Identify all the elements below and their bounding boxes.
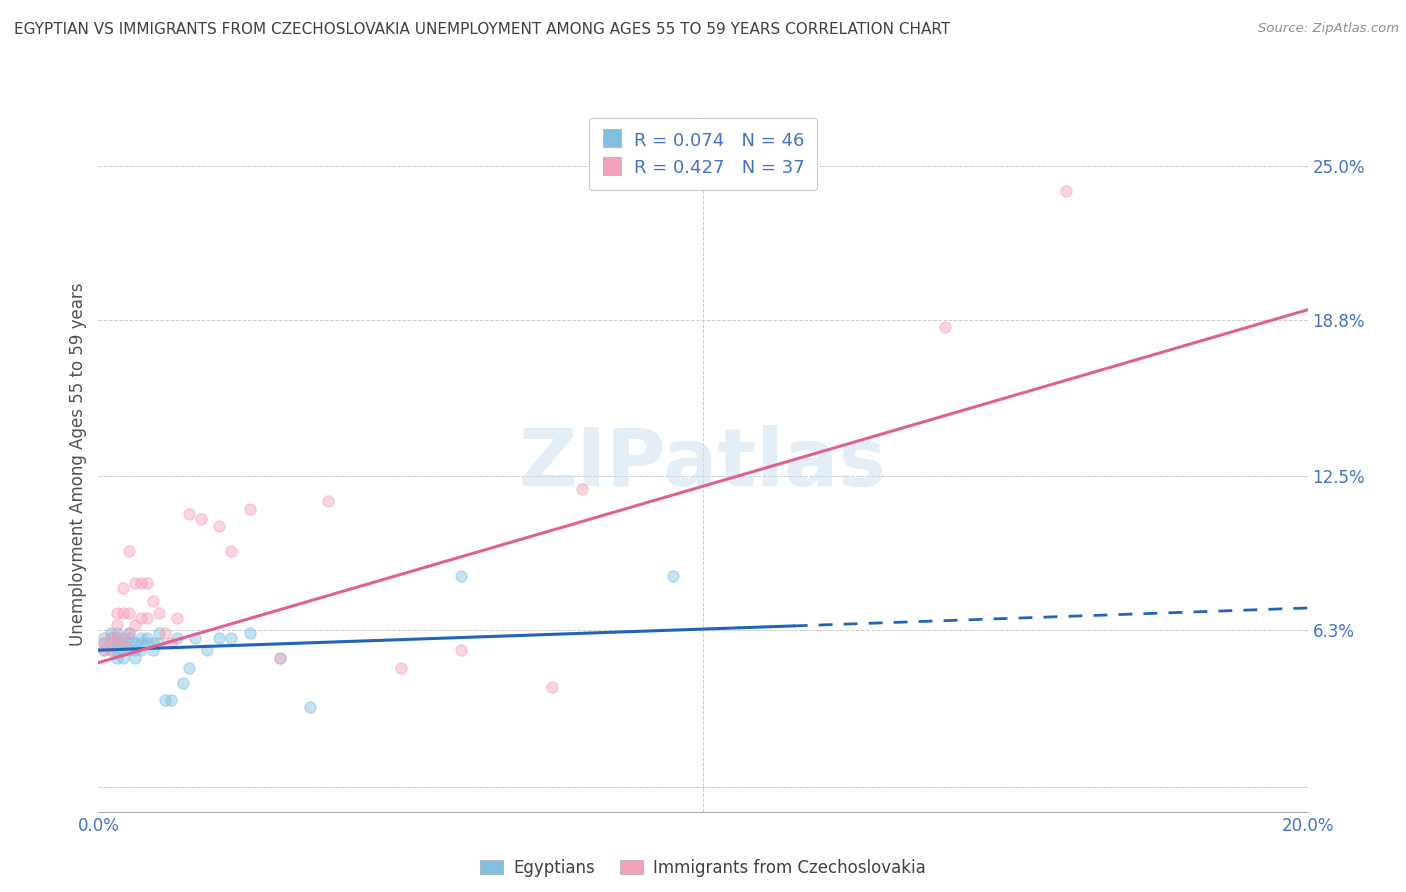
Point bbox=[129, 643, 152, 657]
Point bbox=[153, 625, 176, 640]
Point bbox=[316, 494, 339, 508]
Point bbox=[124, 618, 146, 632]
Point bbox=[1054, 184, 1077, 198]
Point bbox=[153, 693, 176, 707]
Point bbox=[662, 568, 685, 582]
Point bbox=[111, 636, 134, 650]
Point bbox=[105, 631, 128, 645]
Point bbox=[221, 543, 243, 558]
Point bbox=[100, 643, 122, 657]
Point bbox=[118, 625, 141, 640]
Point bbox=[111, 606, 134, 620]
Point bbox=[129, 576, 152, 591]
Y-axis label: Unemployment Among Ages 55 to 59 years: Unemployment Among Ages 55 to 59 years bbox=[69, 282, 87, 646]
Point bbox=[135, 611, 157, 625]
Point bbox=[129, 611, 152, 625]
Point bbox=[166, 611, 188, 625]
Point bbox=[571, 482, 593, 496]
Point bbox=[118, 543, 141, 558]
Text: ZIPatlas: ZIPatlas bbox=[519, 425, 887, 503]
Point bbox=[129, 636, 152, 650]
Point bbox=[93, 643, 115, 657]
Text: Source: ZipAtlas.com: Source: ZipAtlas.com bbox=[1258, 22, 1399, 36]
Point bbox=[160, 636, 183, 650]
Point bbox=[105, 650, 128, 665]
Point bbox=[450, 643, 472, 657]
Point bbox=[184, 631, 207, 645]
Point bbox=[100, 625, 122, 640]
Point bbox=[105, 631, 128, 645]
Point bbox=[540, 681, 562, 695]
Point bbox=[190, 511, 212, 525]
Point bbox=[118, 636, 141, 650]
Point bbox=[124, 643, 146, 657]
Point bbox=[179, 507, 201, 521]
Point bbox=[118, 606, 141, 620]
Point bbox=[389, 660, 412, 674]
Point bbox=[208, 519, 231, 533]
Point bbox=[208, 631, 231, 645]
Point bbox=[239, 501, 262, 516]
Point bbox=[100, 636, 122, 650]
Point bbox=[93, 636, 115, 650]
Point bbox=[269, 650, 291, 665]
Point bbox=[111, 581, 134, 595]
Point bbox=[111, 650, 134, 665]
Point bbox=[124, 636, 146, 650]
Point bbox=[118, 643, 141, 657]
Point bbox=[148, 606, 170, 620]
Point bbox=[100, 631, 122, 645]
Point bbox=[118, 625, 141, 640]
Point bbox=[450, 568, 472, 582]
Point bbox=[142, 636, 165, 650]
Point bbox=[129, 631, 152, 645]
Point bbox=[172, 675, 194, 690]
Point bbox=[142, 643, 165, 657]
Point bbox=[142, 593, 165, 607]
Point bbox=[299, 700, 322, 714]
Point bbox=[111, 636, 134, 650]
Point bbox=[105, 606, 128, 620]
Point bbox=[160, 693, 183, 707]
Point bbox=[239, 625, 262, 640]
Point bbox=[124, 576, 146, 591]
Point bbox=[166, 631, 188, 645]
Point bbox=[105, 625, 128, 640]
Point bbox=[124, 650, 146, 665]
Text: EGYPTIAN VS IMMIGRANTS FROM CZECHOSLOVAKIA UNEMPLOYMENT AMONG AGES 55 TO 59 YEAR: EGYPTIAN VS IMMIGRANTS FROM CZECHOSLOVAK… bbox=[14, 22, 950, 37]
Point bbox=[93, 643, 115, 657]
Legend: Egyptians, Immigrants from Czechoslovakia: Egyptians, Immigrants from Czechoslovaki… bbox=[474, 852, 932, 883]
Point bbox=[269, 650, 291, 665]
Point bbox=[100, 643, 122, 657]
Point bbox=[105, 643, 128, 657]
Point bbox=[135, 631, 157, 645]
Point bbox=[221, 631, 243, 645]
Point bbox=[195, 643, 218, 657]
Point bbox=[105, 618, 128, 632]
Point bbox=[105, 636, 128, 650]
Point bbox=[135, 576, 157, 591]
Point bbox=[934, 320, 956, 334]
Point bbox=[179, 660, 201, 674]
Point bbox=[111, 631, 134, 645]
Point bbox=[100, 631, 122, 645]
Point bbox=[111, 643, 134, 657]
Point bbox=[93, 631, 115, 645]
Point bbox=[135, 636, 157, 650]
Point bbox=[148, 625, 170, 640]
Point bbox=[93, 636, 115, 650]
Point bbox=[148, 636, 170, 650]
Point bbox=[118, 631, 141, 645]
